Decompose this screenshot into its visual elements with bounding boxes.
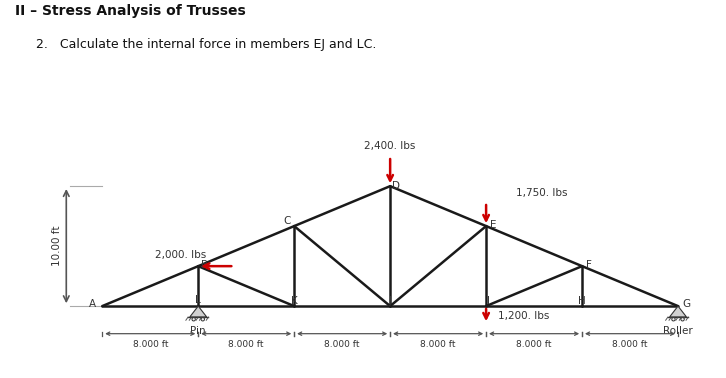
Polygon shape	[189, 306, 207, 317]
Circle shape	[681, 318, 685, 321]
Text: L: L	[195, 295, 201, 305]
Text: H: H	[578, 296, 586, 306]
Text: I: I	[487, 296, 490, 306]
Text: J: J	[388, 296, 391, 306]
Text: 2.   Calculate the internal force in members EJ and LC.: 2. Calculate the internal force in membe…	[36, 38, 377, 51]
Text: 8.000 ft: 8.000 ft	[516, 340, 552, 349]
Text: 8.000 ft: 8.000 ft	[612, 340, 648, 349]
Text: B: B	[200, 260, 208, 270]
Text: 1,200. lbs: 1,200. lbs	[498, 311, 550, 321]
Text: Roller: Roller	[663, 326, 693, 336]
Text: F: F	[587, 260, 592, 270]
Text: D: D	[391, 181, 399, 191]
Text: C: C	[283, 216, 290, 226]
Text: 2,000. lbs: 2,000. lbs	[155, 250, 206, 260]
Circle shape	[201, 318, 205, 321]
Text: 8.000 ft: 8.000 ft	[133, 340, 168, 349]
Text: II – Stress Analysis of Trusses: II – Stress Analysis of Trusses	[15, 4, 245, 18]
Polygon shape	[669, 306, 686, 317]
Circle shape	[672, 318, 675, 321]
Text: K: K	[291, 296, 298, 306]
Text: 10.00 ft: 10.00 ft	[52, 226, 62, 266]
Text: A: A	[89, 299, 97, 309]
Text: 2,400. lbs: 2,400. lbs	[364, 141, 416, 151]
Text: 8.000 ft: 8.000 ft	[325, 340, 360, 349]
Text: G: G	[682, 299, 690, 309]
Text: 8.000 ft: 8.000 ft	[229, 340, 264, 349]
Text: 1,750. lbs: 1,750. lbs	[516, 189, 568, 198]
Text: E: E	[490, 220, 497, 230]
Text: 8.000 ft: 8.000 ft	[420, 340, 456, 349]
Text: Pin: Pin	[190, 326, 206, 336]
Circle shape	[192, 318, 195, 321]
